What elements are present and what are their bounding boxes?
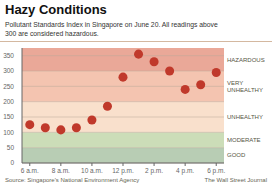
svg-text:GOOD: GOOD: [227, 152, 246, 158]
svg-text:VERYUNHEALTHY: VERYUNHEALTHY: [227, 80, 263, 93]
svg-text:350: 350: [8, 52, 14, 59]
svg-text:200: 200: [8, 98, 14, 105]
svg-text:UNHEALTHY: UNHEALTHY: [227, 114, 263, 120]
html-text:Pollutant Standards Index in S: Pollutant Standards Index in Singapore o…: [5, 21, 218, 28]
html-text:Hazy Conditions: Hazy Conditions: [5, 2, 107, 17]
svg-text:10 a.m.: 10 a.m.: [81, 167, 103, 174]
svg-text:300: 300: [8, 67, 14, 74]
svg-text:6 p.m.: 6 p.m.: [207, 167, 225, 175]
svg-text:HAZARDOUS: HAZARDOUS: [227, 57, 264, 63]
svg-text:4 p.m.: 4 p.m.: [176, 167, 194, 175]
svg-text:100: 100: [8, 129, 14, 136]
svg-text:150: 150: [8, 113, 14, 120]
html-text:The Wall Street Journal: The Wall Street Journal: [204, 177, 267, 183]
html-text:Source: Singapore's National E: Source: Singapore's National Environment…: [5, 177, 140, 183]
svg-text:MODERATE: MODERATE: [227, 137, 261, 143]
html-text:300 are considered hazardous.: 300 are considered hazardous.: [5, 30, 99, 37]
svg-text:6 a.m.: 6 a.m.: [21, 167, 39, 174]
svg-text:250: 250: [8, 83, 14, 90]
svg-text:0: 0: [10, 159, 14, 166]
svg-text:2 p.m.: 2 p.m.: [145, 167, 163, 175]
svg-text:8 a.m.: 8 a.m.: [52, 167, 70, 174]
svg-text:12 p.m.: 12 p.m.: [112, 167, 134, 175]
svg-text:50: 50: [8, 144, 14, 151]
